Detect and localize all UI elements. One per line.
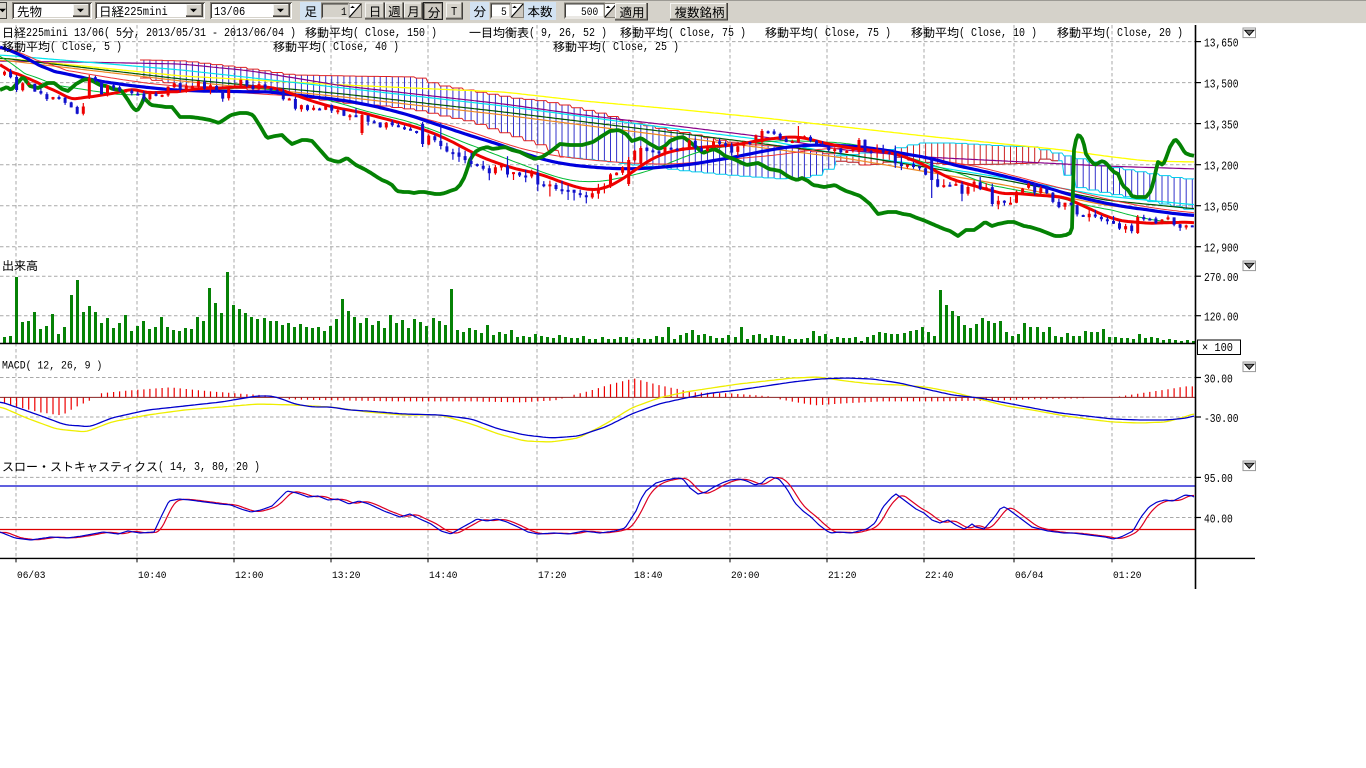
svg-text:13:20: 13:20	[332, 570, 361, 582]
svg-text:( 14, 3, 80, 20 ): ( 14, 3, 80, 20 )	[158, 461, 260, 474]
svg-text:13,050: 13,050	[1204, 201, 1239, 215]
svg-text:( Close, 150 ): ( Close, 150 )	[353, 27, 437, 40]
svg-text:13,200: 13,200	[1204, 160, 1239, 174]
svg-text:30.00: 30.00	[1204, 372, 1233, 386]
svg-text:-30.00: -30.00	[1204, 412, 1239, 426]
svg-text:12:00: 12:00	[235, 570, 264, 582]
svg-text:18:40: 18:40	[634, 570, 663, 582]
svg-text:13,350: 13,350	[1204, 118, 1239, 132]
svg-text:( Close, 40 ): ( Close, 40 )	[321, 41, 399, 54]
svg-text:, 2013/05/31 - 2013/06/04 ): , 2013/05/31 - 2013/06/04 )	[134, 27, 296, 40]
svg-text:20:00: 20:00	[731, 570, 760, 582]
svg-text:( Close, 25 ): ( Close, 25 )	[601, 41, 679, 54]
svg-text:270.00: 270.00	[1204, 271, 1239, 285]
svg-text:225mini 13/06( 5: 225mini 13/06( 5	[26, 27, 122, 40]
svg-text:13/06: 13/06	[214, 5, 245, 19]
svg-text:06/04: 06/04	[1015, 570, 1044, 582]
svg-text:120.00: 120.00	[1204, 311, 1239, 325]
svg-text:22:40: 22:40	[925, 570, 954, 582]
svg-text:T: T	[451, 5, 457, 19]
svg-text:( 9, 26, 52 ): ( 9, 26, 52 )	[529, 27, 607, 40]
svg-text:( Close, 5 ): ( Close, 5 )	[50, 41, 122, 54]
svg-text:( Close, 75 ): ( Close, 75 )	[668, 27, 746, 40]
svg-text:225mini: 225mini	[124, 5, 168, 19]
svg-text:12,900: 12,900	[1204, 242, 1239, 256]
svg-text:95.00: 95.00	[1204, 472, 1233, 486]
svg-text:06/03: 06/03	[17, 570, 46, 582]
svg-text:17:20: 17:20	[538, 570, 567, 582]
svg-text:10:40: 10:40	[138, 570, 167, 582]
svg-text:01:20: 01:20	[1113, 570, 1142, 582]
svg-text:21:20: 21:20	[828, 570, 857, 582]
svg-text:× 100: × 100	[1202, 342, 1233, 355]
svg-text:14:40: 14:40	[429, 570, 458, 582]
svg-text:( Close, 75 ): ( Close, 75 )	[813, 27, 891, 40]
svg-text:500: 500	[581, 7, 598, 19]
svg-text:5: 5	[501, 7, 507, 19]
svg-text:13,650: 13,650	[1204, 36, 1239, 50]
svg-text:40.00: 40.00	[1204, 512, 1233, 526]
svg-text:MACD( 12, 26, 9 ): MACD( 12, 26, 9 )	[2, 361, 102, 373]
svg-text:13,500: 13,500	[1204, 77, 1239, 91]
svg-text:( Close, 10 ): ( Close, 10 )	[959, 27, 1037, 40]
svg-text:1: 1	[341, 7, 347, 19]
svg-text:( Close, 20 ): ( Close, 20 )	[1105, 27, 1183, 40]
